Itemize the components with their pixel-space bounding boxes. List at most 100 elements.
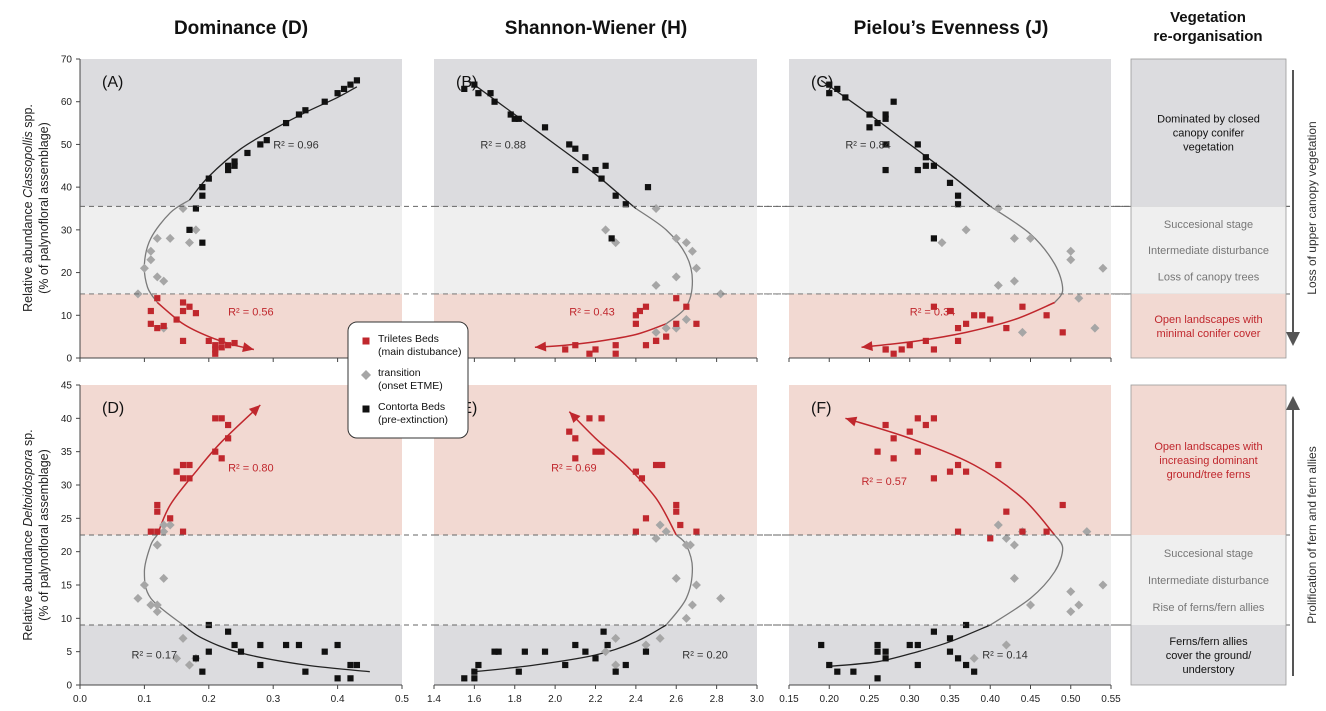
veg-band-lower	[1131, 293, 1286, 358]
data-point-triletes	[192, 310, 200, 317]
data-point-triletes	[922, 337, 929, 345]
data-point-contorta	[954, 192, 962, 199]
y-tick-label: 60	[61, 97, 73, 108]
data-point-transition	[937, 238, 947, 248]
band-middle	[434, 535, 757, 625]
data-point-triletes	[930, 346, 937, 353]
x-tick-label: 0.0	[73, 694, 87, 705]
data-point-contorta	[237, 648, 245, 655]
data-point-contorta	[866, 124, 873, 131]
x-tick-label: 0.30	[900, 694, 920, 705]
title-shannon-wiener: Shannon-Wiener (H)	[505, 18, 687, 39]
data-point-triletes	[1019, 303, 1026, 310]
data-point-triletes	[179, 337, 187, 345]
data-point-transition	[1009, 276, 1019, 286]
y-label-bottom-suffix: sp.	[21, 429, 35, 449]
data-point-contorta	[946, 648, 954, 655]
data-point-triletes	[160, 322, 167, 330]
data-point-transition	[139, 263, 149, 273]
data-point-triletes	[652, 461, 660, 469]
data-point-contorta	[541, 124, 549, 131]
data-point-contorta	[231, 158, 238, 165]
data-point-transition	[1026, 600, 1035, 610]
data-point-triletes	[154, 325, 161, 332]
data-point-transition	[159, 527, 169, 537]
data-point-contorta	[930, 628, 937, 635]
data-point-contorta	[295, 641, 303, 649]
trend-curve-contorta	[820, 79, 991, 207]
data-point-transition	[159, 573, 169, 583]
side-label-canopy-loss: Loss of upper canopy vegetation	[1305, 121, 1319, 294]
data-point-triletes	[954, 528, 962, 535]
band-lower	[789, 293, 1111, 358]
data-point-contorta	[963, 661, 970, 669]
data-point-triletes	[598, 415, 605, 422]
veg-band-middle	[1131, 206, 1286, 294]
data-point-contorta	[874, 648, 881, 655]
data-point-triletes	[572, 455, 579, 462]
data-point-triletes	[946, 468, 954, 475]
panel-label-F: (F)	[811, 400, 831, 417]
x-tick-label: 0.35	[940, 694, 960, 705]
data-point-triletes	[566, 428, 573, 435]
data-point-transition	[133, 593, 143, 603]
data-point-contorta	[882, 115, 889, 122]
r2-label-upper: R² = 0.84	[845, 140, 891, 152]
y-tick-label: 50	[61, 140, 73, 151]
band-middle	[789, 535, 1111, 625]
y-tick-label: 40	[61, 414, 73, 425]
r2-label-upper: R² = 0.80	[228, 463, 274, 475]
data-point-transition	[191, 225, 201, 235]
trend-curve-triletes	[861, 301, 1055, 349]
x-tick-label: 0.25	[860, 694, 880, 705]
vegetation-zone-text: Loss of canopy trees	[1158, 271, 1260, 283]
r2-label-upper: R² = 0.96	[273, 140, 319, 152]
vegetation-zone-text: minimal conifer cover	[1157, 328, 1261, 340]
data-point-triletes	[179, 528, 187, 535]
data-point-contorta	[914, 141, 921, 148]
data-point-contorta	[231, 162, 238, 169]
data-point-contorta	[882, 655, 889, 662]
data-point-triletes	[632, 320, 639, 327]
data-point-contorta	[340, 85, 348, 92]
data-point-contorta	[572, 641, 579, 649]
data-point-contorta	[922, 154, 929, 161]
band-upper	[434, 385, 757, 535]
band-middle	[80, 535, 402, 625]
data-point-contorta	[572, 145, 579, 152]
data-point-triletes	[562, 346, 569, 353]
data-point-contorta	[842, 94, 849, 101]
data-point-transition	[1074, 600, 1084, 610]
x-tick-label: 0.45	[1021, 694, 1041, 705]
data-point-triletes	[652, 337, 660, 345]
data-point-triletes	[890, 435, 897, 442]
y-label-top-line2: (% of palynofloral assemblage)	[37, 122, 51, 294]
data-point-contorta	[602, 162, 609, 169]
y-tick-label: 30	[61, 481, 73, 492]
r2-label-lower: R² = 0.34	[910, 306, 956, 318]
data-point-transition	[152, 233, 162, 243]
panel-D: 0.0 0.1 0.2 0.3 0.4 0.5051015202530354045(D)R…	[61, 381, 1290, 705]
data-point-transition	[681, 238, 691, 248]
data-point-contorta	[826, 81, 833, 88]
title-pielou-evenness: Pielou’s Evenness (J)	[854, 18, 1049, 39]
data-point-contorta	[461, 675, 468, 682]
data-point-transition	[611, 660, 621, 670]
vegetation-zone-text: Rise of ferns/fern allies	[1153, 602, 1265, 614]
data-point-triletes	[636, 307, 644, 315]
data-point-triletes	[586, 350, 593, 357]
x-tick-label: 0.50	[1061, 694, 1081, 705]
data-point-contorta	[946, 179, 954, 186]
y-tick-label: 10	[61, 614, 73, 625]
data-point-triletes	[963, 468, 970, 475]
panel-E: 1.41.61.82.02.22.42.62.83.0(E)R² = 0.69R…	[427, 385, 1290, 705]
data-point-triletes	[683, 303, 690, 310]
data-point-contorta	[347, 675, 354, 682]
data-point-triletes	[179, 307, 187, 315]
vegetation-zone-text: Intermediate disturbance	[1148, 575, 1269, 587]
x-tick-label: 0.15	[779, 694, 799, 705]
r2-label-lower: R² = 0.43	[569, 306, 615, 318]
data-point-triletes	[1003, 325, 1010, 332]
data-point-contorta	[954, 201, 962, 208]
